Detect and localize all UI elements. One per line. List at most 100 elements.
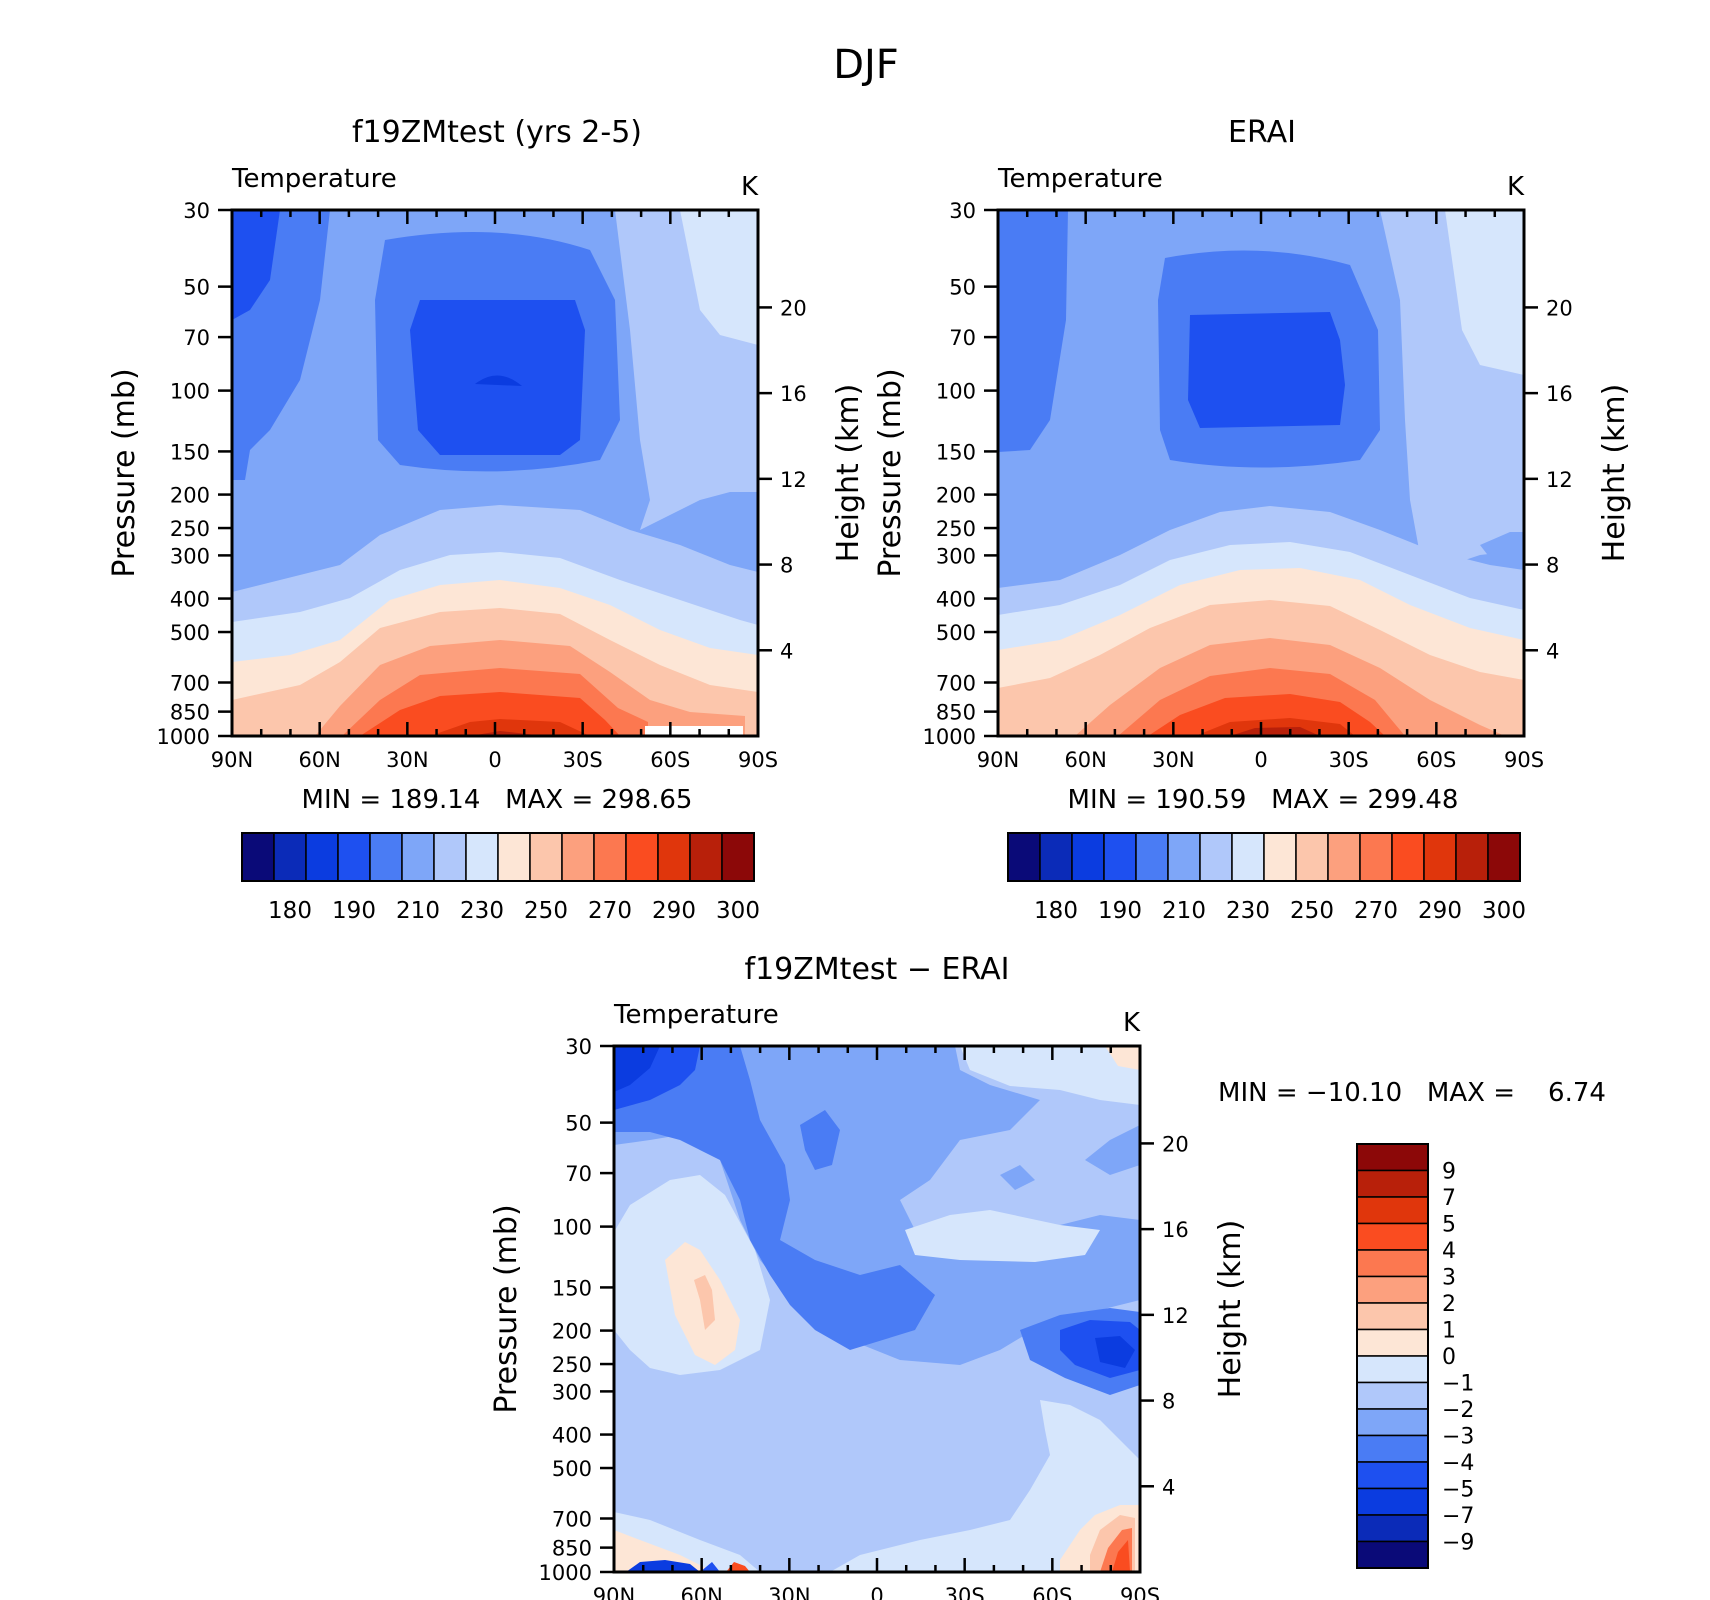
diff-y-tick-label: 30 (565, 1035, 592, 1059)
obs-colorbar-label: 270 (1354, 898, 1398, 924)
model-level-fill (680, 210, 758, 345)
model-level-fill (232, 210, 280, 320)
obs-title: ERAI (1228, 115, 1296, 150)
diff-colorbar-swatch (1356, 1487, 1429, 1516)
diff-x-tick-label: 60N (680, 1584, 722, 1600)
obs-x-tick-label: 90N (977, 748, 1019, 772)
diff-colorbar-swatch (1356, 1249, 1429, 1278)
obs-y-tick-label: 30 (949, 199, 976, 223)
obs-y-tick-label: 300 (936, 544, 976, 568)
diff-level-fill (626, 1560, 700, 1572)
obs-y2-tick-label: 20 (1546, 296, 1573, 320)
model-colorbar-swatch (241, 832, 275, 882)
diff-level-fill (614, 1046, 660, 1092)
model-colorbar-swatch (401, 832, 435, 882)
model-colorbar-swatch (593, 832, 627, 882)
model-y-tick-label: 500 (170, 621, 210, 645)
model-colorbar-swatch (433, 832, 467, 882)
model-colorbar-swatch (273, 832, 307, 882)
obs-colorbar-label: 180 (1034, 898, 1078, 924)
obs-colorbar-swatch (1359, 832, 1393, 882)
diff-stats: MIN = −10.10 MAX = 6.74 (1218, 1078, 1606, 1108)
obs-level-fill (1188, 312, 1345, 428)
diff-y2-tick-label: 8 (1162, 1390, 1175, 1414)
diff-colorbar-swatch (1356, 1302, 1429, 1331)
model-title: f19ZMtest (yrs 2-5) (352, 115, 642, 150)
model-colorbar-label: 290 (652, 898, 696, 924)
model-colorbar-swatch (529, 832, 563, 882)
diff-level-fill (1000, 1165, 1035, 1190)
obs-level-fill (1445, 210, 1524, 375)
diff-level-fill (800, 1110, 840, 1170)
obs-colorbar-swatch (1167, 832, 1201, 882)
diff-colorbar-label: 9 (1442, 1160, 1456, 1185)
obs-y-tick-label: 500 (936, 621, 976, 645)
obs-level-fill (1480, 532, 1524, 560)
model-x-tick-label: 90S (738, 748, 778, 772)
obs-x-tick-label: 0 (1254, 748, 1267, 772)
obs-y-tick-label: 50 (949, 276, 976, 300)
model-level-fill (475, 375, 522, 386)
model-y-tick-label: 200 (170, 484, 210, 508)
model-y-tick-label: 850 (170, 701, 210, 725)
diff-level-fill (1105, 1046, 1140, 1070)
model-x-tick-label: 30S (563, 748, 603, 772)
model-y-tick-label: 100 (170, 380, 210, 404)
obs-y2-tick-label: 12 (1546, 468, 1573, 492)
obs-y2-tick-label: 4 (1546, 639, 1559, 663)
obs-colorbar-swatch (1103, 832, 1137, 882)
obs-x-tick-label: 30N (1152, 748, 1194, 772)
model-colorbar-swatch (337, 832, 371, 882)
diff-y2-tick-label: 16 (1162, 1218, 1189, 1242)
figure-title: DJF (833, 42, 899, 88)
diff-y-tick-label: 100 (552, 1216, 592, 1240)
diff-x-tick-label: 60S (1032, 1584, 1072, 1600)
obs-colorbar-swatch (1263, 832, 1297, 882)
diff-level-fill (614, 1046, 935, 1350)
obs-colorbar-label: 300 (1482, 898, 1526, 924)
model-y-tick-label: 50 (183, 276, 210, 300)
model-x-tick-label: 90N (211, 748, 253, 772)
obs-colorbar-swatch (1007, 832, 1041, 882)
obs-y-tick-label: 200 (936, 484, 976, 508)
diff-level-fill (905, 1210, 1100, 1262)
model-x-tick-label: 60S (650, 748, 690, 772)
obs-colorbar-label: 210 (1162, 898, 1206, 924)
obs-colorbar-swatch (1487, 832, 1521, 882)
diff-colorbar-swatch (1356, 1355, 1429, 1384)
diff-level-fill (1085, 1125, 1140, 1175)
model-colorbar-swatch (657, 832, 691, 882)
diff-colorbar-label: −9 (1442, 1531, 1474, 1556)
obs-units-label: K (1507, 172, 1525, 202)
model-colorbar-frame (241, 832, 755, 882)
obs-y-tick-label: 100 (936, 380, 976, 404)
obs-colorbar-label: 250 (1290, 898, 1334, 924)
obs-y-tick-label: 850 (936, 701, 976, 725)
obs-y-tick-label: 150 (936, 440, 976, 464)
diff-y-tick-label: 250 (552, 1353, 592, 1377)
model-colorbar-label: 250 (524, 898, 568, 924)
diff-y-tick-label: 500 (552, 1457, 592, 1481)
diff-level-fill (694, 1275, 715, 1330)
model-colorbar-swatch (689, 832, 723, 882)
panel-obs: ERAI Temperature K 305070100150200250300… (873, 115, 1632, 924)
diff-colorbar-swatch (1356, 1143, 1429, 1172)
model-missing-area (645, 726, 743, 736)
diff-y2-axis-title: Height (km) (1213, 1220, 1248, 1399)
model-colorbar-label: 190 (332, 898, 376, 924)
diff-level-fill (614, 1530, 715, 1572)
diff-colorbar-swatch (1356, 1408, 1429, 1437)
diff-colorbar-label: −4 (1442, 1451, 1474, 1476)
obs-contour-field (998, 210, 1524, 736)
obs-y-axis-title: Pressure (mb) (873, 368, 908, 577)
diff-y-tick-label: 1000 (539, 1561, 592, 1585)
model-contour-field (232, 210, 758, 736)
obs-y-tick-label: 70 (949, 326, 976, 350)
obs-colorbar: 180 190 210 230 250 270 290 300 (1007, 832, 1526, 924)
obs-colorbar-swatch (1295, 832, 1329, 882)
obs-y-tick-label: 400 (936, 588, 976, 612)
